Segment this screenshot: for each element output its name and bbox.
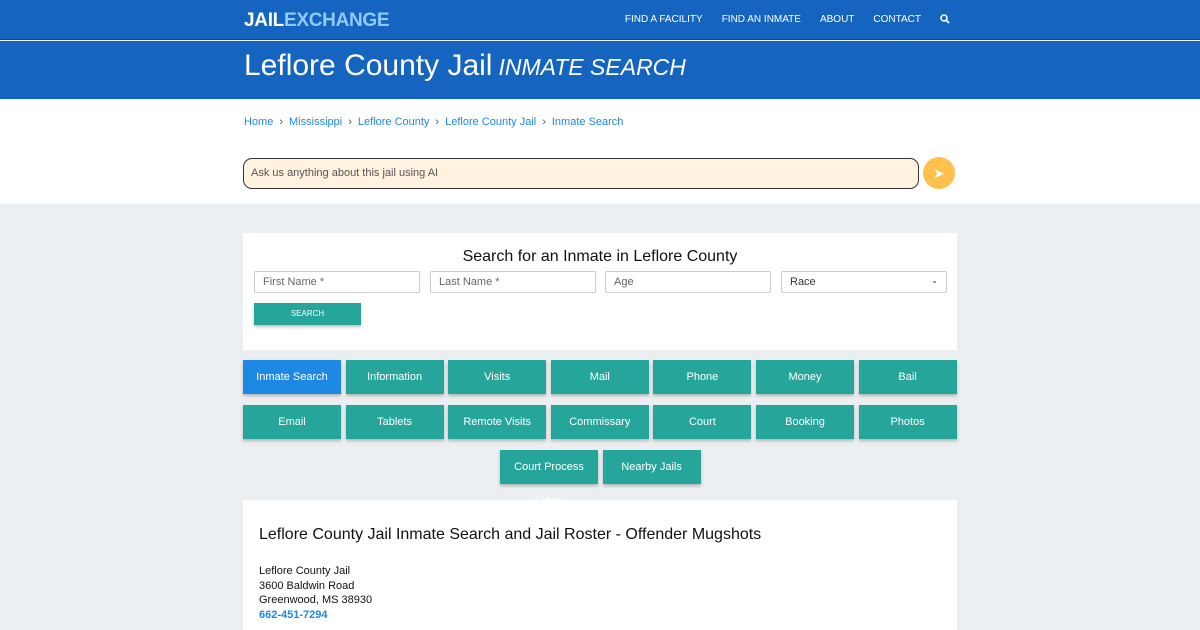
section-button-court[interactable]: Court (653, 405, 752, 439)
section-button-tablets[interactable]: Tablets (345, 405, 444, 439)
section-button-inmate-search[interactable]: Inmate Search (243, 360, 341, 394)
section-button-mail[interactable]: Mail (550, 360, 649, 394)
section-button-money[interactable]: Money (756, 360, 854, 394)
search-button[interactable]: SEARCH (254, 303, 361, 325)
section-button-phone[interactable]: Phone (653, 360, 752, 394)
race-select[interactable]: Race ⌄ (781, 271, 947, 293)
section-button-bail[interactable]: Bail (858, 360, 957, 394)
title-band: Leflore County Jail INMATE SEARCH (0, 41, 1200, 99)
ai-question-input[interactable]: Ask us anything about this jail using AI (243, 158, 919, 189)
section-button-email[interactable]: Email (243, 405, 341, 439)
section-button-information[interactable]: Information (345, 360, 444, 394)
chevron-down-icon: ⌄ (931, 276, 938, 285)
nav-contact[interactable]: CONTACT (873, 14, 921, 25)
nav-find-facility[interactable]: FIND A FACILITY (624, 14, 703, 25)
breadcrumb-county[interactable]: Leflore County (357, 116, 430, 128)
section-button-remote-visits[interactable]: Remote Visits (448, 405, 547, 439)
age-input[interactable]: Age (605, 271, 771, 293)
inmate-search-form: Search for an Inmate in Leflore County F… (243, 233, 957, 350)
phone-link[interactable]: 662-451-7294 (259, 608, 328, 621)
section-button-commissary[interactable]: Commissary (550, 405, 649, 439)
breadcrumb: Home › Mississippi › Leflore County › Leflo… (244, 116, 624, 128)
content-heading: Leflore County Jail Inmate Search and Ja… (259, 526, 762, 543)
breadcrumb-jail[interactable]: Leflore County Jail (445, 116, 537, 128)
breadcrumb-home[interactable]: Home (244, 116, 274, 128)
last-name-input[interactable]: Last Name * (430, 271, 596, 293)
breadcrumb-current[interactable]: Inmate Search (551, 116, 624, 128)
section-button-nearby-jails[interactable]: Nearby Jails (602, 450, 701, 484)
nav-about[interactable]: ABOUT (819, 14, 855, 25)
top-nav: JAILEXCHANGE FIND A FACILITY FIND AN INM… (0, 0, 1200, 40)
search-icon[interactable] (940, 14, 950, 27)
section-button-visits[interactable]: Visits (448, 360, 547, 394)
page-title: Leflore County Jail INMATE SEARCH (244, 49, 686, 82)
section-button-court-process-video[interactable]: Court Process Video (500, 450, 598, 507)
first-name-input[interactable]: First Name * (254, 271, 420, 293)
breadcrumb-state[interactable]: Mississippi (289, 116, 343, 128)
logo[interactable]: JAILEXCHANGE (244, 10, 390, 31)
content-card: Leflore County Jail Inmate Search and Ja… (243, 500, 957, 630)
section-button-booking[interactable]: Booking (756, 405, 854, 439)
search-heading: Search for an Inmate in Leflore County (462, 248, 738, 265)
section-button-photos[interactable]: Photos (858, 405, 957, 439)
nav-find-inmate[interactable]: FIND AN INMATE (721, 14, 801, 25)
paper-plane-icon[interactable]: ➤ (923, 157, 955, 189)
